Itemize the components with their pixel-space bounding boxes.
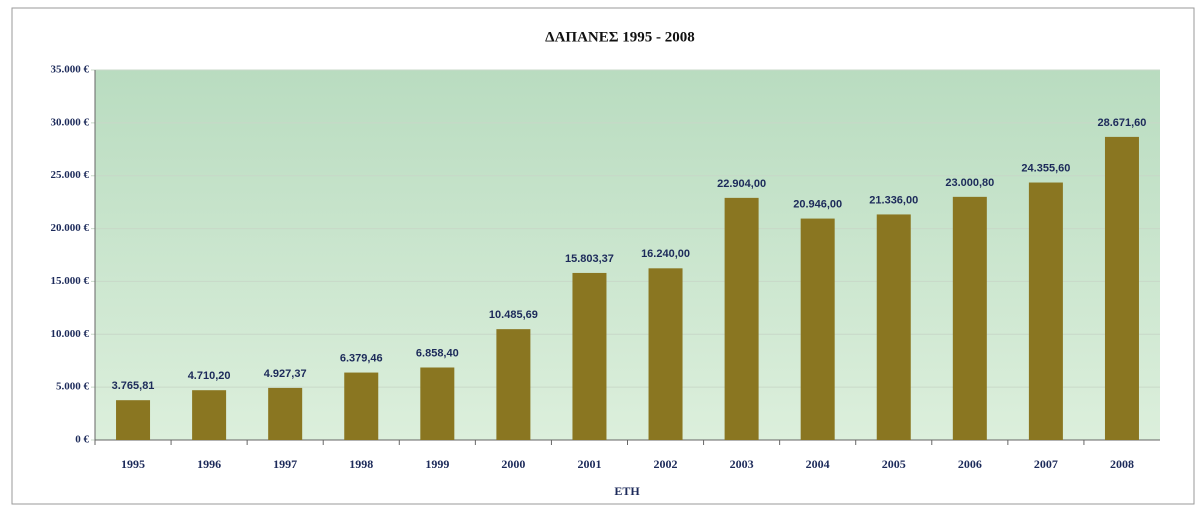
bar bbox=[648, 268, 683, 440]
x-tick-label: 1999 bbox=[425, 457, 449, 471]
x-tick-label: 1995 bbox=[121, 457, 145, 471]
bar bbox=[1028, 182, 1063, 440]
x-tick-label: 2002 bbox=[654, 457, 678, 471]
y-tick-label: 15.000 € bbox=[51, 275, 90, 287]
bar bbox=[800, 218, 835, 440]
value-label: 16.240,00 bbox=[641, 248, 690, 260]
bar bbox=[192, 390, 227, 440]
x-tick-label: 2006 bbox=[958, 457, 982, 471]
value-label: 6.858,40 bbox=[416, 347, 459, 359]
y-tick-label: 35.000 € bbox=[51, 64, 90, 76]
bar bbox=[952, 196, 987, 440]
y-tick-label: 20.000 € bbox=[51, 222, 90, 234]
chart-title: ΔΑΠΑΝΕΣ 1995 - 2008 bbox=[545, 29, 695, 45]
x-tick-label: 2001 bbox=[577, 457, 601, 471]
bar bbox=[268, 387, 303, 440]
y-tick-label: 30.000 € bbox=[51, 116, 90, 128]
x-tick-label: 2003 bbox=[730, 457, 754, 471]
value-label: 15.803,37 bbox=[565, 253, 614, 265]
plot-area bbox=[95, 70, 1160, 440]
bar bbox=[724, 197, 759, 440]
y-tick-label: 5.000 € bbox=[56, 381, 90, 393]
value-label: 23.000,80 bbox=[945, 177, 994, 189]
y-tick-label: 25.000 € bbox=[51, 169, 90, 181]
value-label: 20.946,00 bbox=[793, 198, 842, 210]
bar bbox=[116, 400, 151, 440]
bar bbox=[1104, 136, 1139, 441]
bar bbox=[572, 272, 607, 440]
value-label: 22.904,00 bbox=[717, 178, 766, 190]
value-label: 4.710,20 bbox=[188, 370, 231, 382]
bar bbox=[420, 367, 455, 440]
value-label: 10.485,69 bbox=[489, 309, 538, 321]
y-tick-label: 0 € bbox=[75, 434, 89, 446]
x-tick-label: 2000 bbox=[501, 457, 525, 471]
value-label: 24.355,60 bbox=[1021, 162, 1070, 174]
x-tick-label: 1996 bbox=[197, 457, 221, 471]
value-label: 4.927,37 bbox=[264, 368, 307, 380]
x-tick-label: 2007 bbox=[1034, 457, 1058, 471]
value-label: 21.336,00 bbox=[869, 194, 918, 206]
x-tick-label: 1998 bbox=[349, 457, 373, 471]
bar bbox=[876, 214, 911, 440]
x-tick-label: 2008 bbox=[1110, 457, 1134, 471]
x-tick-label: 1997 bbox=[273, 457, 297, 471]
value-label: 6.379,46 bbox=[340, 352, 383, 364]
bar bbox=[496, 329, 531, 440]
x-axis-label: ΕΤΗ bbox=[614, 484, 640, 498]
y-tick-label: 10.000 € bbox=[51, 328, 90, 340]
bar bbox=[344, 372, 379, 440]
x-tick-label: 2005 bbox=[882, 457, 906, 471]
x-tick-label: 2004 bbox=[806, 457, 830, 471]
value-label: 28.671,60 bbox=[1097, 117, 1146, 129]
value-label: 3.765,81 bbox=[112, 380, 155, 392]
